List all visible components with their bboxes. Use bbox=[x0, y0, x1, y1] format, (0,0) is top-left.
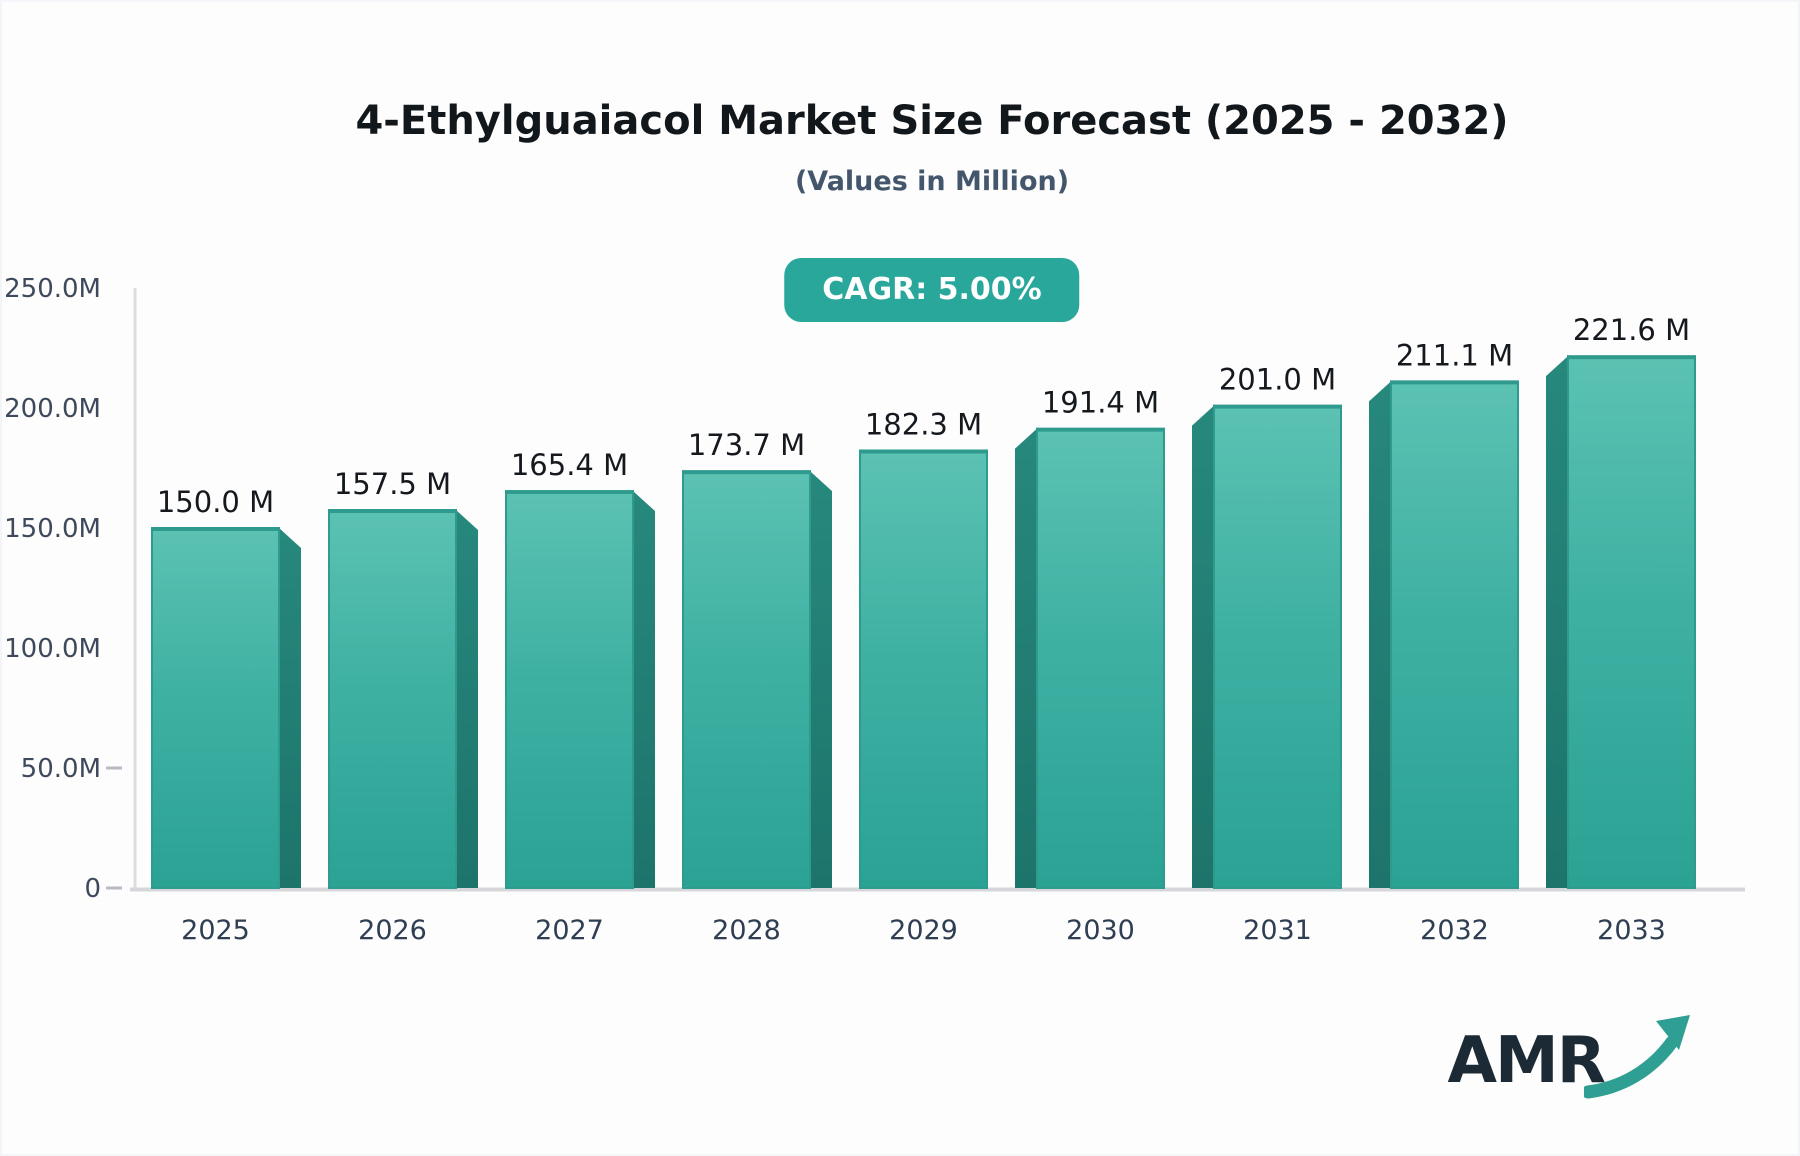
y-tick-label: 0 bbox=[84, 874, 101, 904]
chart-subtitle: (Values in Million) bbox=[794, 166, 1070, 197]
amr-logo-text: AMR bbox=[1447, 1024, 1606, 1098]
arrow-head bbox=[1656, 1015, 1690, 1050]
bar-side-panel bbox=[1015, 428, 1037, 888]
bar-side-panel bbox=[279, 528, 301, 888]
bar bbox=[1213, 404, 1342, 889]
bar-value-label: 221.6 M bbox=[1573, 313, 1690, 347]
bar bbox=[505, 490, 634, 889]
bar-value-label: 182.3 M bbox=[865, 407, 982, 441]
y-tick-label: 50.0M bbox=[21, 754, 101, 784]
amr-logo: AMR bbox=[1447, 1015, 1697, 1104]
bar bbox=[151, 527, 280, 889]
bar bbox=[682, 470, 811, 889]
y-tick-label: 250.0M bbox=[4, 274, 101, 304]
bar-side-panel bbox=[633, 491, 655, 888]
bar bbox=[859, 449, 988, 889]
x-axis-year-label: 2026 bbox=[358, 915, 427, 946]
bar bbox=[328, 509, 457, 889]
bar-value-label: 150.0 M bbox=[157, 485, 274, 519]
bar-value-label: 211.1 M bbox=[1396, 338, 1513, 372]
bar-side-panel bbox=[1369, 381, 1391, 888]
y-tick-label: 200.0M bbox=[4, 394, 101, 424]
bar bbox=[1036, 427, 1165, 889]
bar bbox=[1567, 355, 1696, 890]
bar-value-label: 173.7 M bbox=[688, 428, 805, 462]
x-axis-year-label: 2027 bbox=[535, 915, 604, 946]
y-tick-label: 150.0M bbox=[4, 514, 101, 544]
x-axis-year-label: 2028 bbox=[712, 915, 781, 946]
chart-title: 4-Ethylguaiacol Market Size Forecast (20… bbox=[355, 98, 1509, 144]
x-axis-year-label: 2030 bbox=[1066, 915, 1135, 946]
x-axis-year-label: 2029 bbox=[889, 915, 958, 946]
bar-side-panel bbox=[810, 471, 832, 888]
arrow-swoosh bbox=[1584, 1035, 1679, 1099]
bar-value-label: 157.5 M bbox=[334, 467, 451, 501]
cagr-badge: CAGR: 5.00% bbox=[784, 258, 1080, 322]
x-axis-year-label: 2033 bbox=[1597, 915, 1666, 946]
bar-value-label: 201.0 M bbox=[1219, 363, 1336, 397]
bar-side-panel bbox=[1546, 356, 1568, 888]
bar-side-panel bbox=[1192, 405, 1214, 888]
bar bbox=[1390, 380, 1519, 889]
bar-value-label: 191.4 M bbox=[1042, 386, 1159, 420]
x-axis-year-label: 2025 bbox=[181, 915, 250, 946]
y-tick-label: 100.0M bbox=[4, 634, 101, 664]
bar-side-panel bbox=[456, 510, 478, 888]
x-axis-year-label: 2032 bbox=[1420, 915, 1489, 946]
bar-value-label: 165.4 M bbox=[511, 448, 628, 482]
growth-arrow-icon bbox=[1584, 1015, 1690, 1099]
x-axis-year-label: 2031 bbox=[1243, 915, 1312, 946]
